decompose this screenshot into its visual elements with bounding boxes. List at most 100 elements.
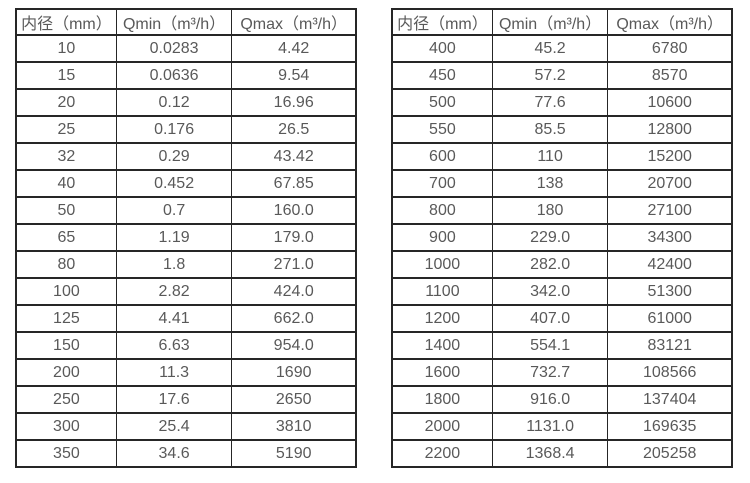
table-row: 150 6.63 954.0 <box>15 331 357 360</box>
table-row: 25 0.176 26.5 <box>15 115 357 144</box>
table-row: 600 110 15200 <box>391 142 733 171</box>
qmax-cell: 61000 <box>607 304 733 333</box>
qmin-cell: 0.29 <box>115 142 233 171</box>
diameter-cell: 1200 <box>391 304 493 333</box>
qmin-cell: 1131.0 <box>491 412 609 441</box>
qmin-cell: 25.4 <box>115 412 233 441</box>
table-row: 1800 916.0 137404 <box>391 385 733 414</box>
qmin-cell: 0.0636 <box>115 61 233 90</box>
qmax-cell: 6780 <box>607 34 733 63</box>
qmax-cell: 662.0 <box>231 304 357 333</box>
flow-spec-table-right: 内径（mm） Qmin（m³/h） Qmax（m³/h） 400 45.2 6780 450… <box>391 8 733 468</box>
table-row: 500 77.6 10600 <box>391 88 733 117</box>
diameter-column-header: 内径（mm） <box>391 8 493 36</box>
qmax-cell: 27100 <box>607 196 733 225</box>
qmax-cell: 4.42 <box>231 34 357 63</box>
diameter-cell: 100 <box>15 277 117 306</box>
diameter-cell: 40 <box>15 169 117 198</box>
qmax-cell: 42400 <box>607 250 733 279</box>
diameter-cell: 1000 <box>391 250 493 279</box>
qmin-cell: 0.176 <box>115 115 233 144</box>
header-row: 内径（mm） Qmin（m³/h） Qmax（m³/h） <box>391 8 733 36</box>
qmax-cell: 3810 <box>231 412 357 441</box>
table-row: 400 45.2 6780 <box>391 34 733 63</box>
qmax-cell: 9.54 <box>231 61 357 90</box>
qmax-cell: 83121 <box>607 331 733 360</box>
qmin-cell: 554.1 <box>491 331 609 360</box>
table-row: 50 0.7 160.0 <box>15 196 357 225</box>
qmax-cell: 205258 <box>607 439 733 468</box>
qmax-cell: 137404 <box>607 385 733 414</box>
qmin-cell: 6.63 <box>115 331 233 360</box>
qmax-cell: 20700 <box>607 169 733 198</box>
table-row: 1400 554.1 83121 <box>391 331 733 360</box>
qmin-cell: 229.0 <box>491 223 609 252</box>
header-row: 内径（mm） Qmin（m³/h） Qmax（m³/h） <box>15 8 357 36</box>
diameter-cell: 32 <box>15 142 117 171</box>
diameter-cell: 10 <box>15 34 117 63</box>
table-row: 15 0.0636 9.54 <box>15 61 357 90</box>
qmin-cell: 85.5 <box>491 115 609 144</box>
qmin-cell: 0.0283 <box>115 34 233 63</box>
table-row: 125 4.41 662.0 <box>15 304 357 333</box>
diameter-cell: 2000 <box>391 412 493 441</box>
table-row: 32 0.29 43.42 <box>15 142 357 171</box>
diameter-cell: 1600 <box>391 358 493 387</box>
table-row: 40 0.452 67.85 <box>15 169 357 198</box>
diameter-cell: 20 <box>15 88 117 117</box>
diameter-cell: 80 <box>15 250 117 279</box>
qmax-cell: 108566 <box>607 358 733 387</box>
qmin-cell: 407.0 <box>491 304 609 333</box>
qmin-cell: 1.19 <box>115 223 233 252</box>
qmax-cell: 5190 <box>231 439 357 468</box>
table-row: 65 1.19 179.0 <box>15 223 357 252</box>
qmax-cell: 2650 <box>231 385 357 414</box>
diameter-cell: 200 <box>15 358 117 387</box>
diameter-cell: 300 <box>15 412 117 441</box>
qmin-cell: 17.6 <box>115 385 233 414</box>
qmax-cell: 179.0 <box>231 223 357 252</box>
diameter-cell: 50 <box>15 196 117 225</box>
diameter-cell: 1100 <box>391 277 493 306</box>
qmax-cell: 34300 <box>607 223 733 252</box>
table-row: 1100 342.0 51300 <box>391 277 733 306</box>
qmax-cell: 10600 <box>607 88 733 117</box>
diameter-cell: 1400 <box>391 331 493 360</box>
diameter-cell: 400 <box>391 34 493 63</box>
table-row: 20 0.12 16.96 <box>15 88 357 117</box>
qmin-cell: 0.452 <box>115 169 233 198</box>
qmin-cell: 4.41 <box>115 304 233 333</box>
qmax-cell: 26.5 <box>231 115 357 144</box>
diameter-cell: 125 <box>15 304 117 333</box>
qmin-cell: 77.6 <box>491 88 609 117</box>
qmin-column-header: Qmin（m³/h） <box>491 8 609 36</box>
table-row: 100 2.82 424.0 <box>15 277 357 306</box>
qmin-cell: 0.7 <box>115 196 233 225</box>
diameter-column-header: 内径（mm） <box>15 8 117 36</box>
tables-container: 内径（mm） Qmin（m³/h） Qmax（m³/h） 10 0.0283 4.42 15… <box>15 8 733 468</box>
diameter-cell: 350 <box>15 439 117 468</box>
table-row: 1200 407.0 61000 <box>391 304 733 333</box>
diameter-cell: 800 <box>391 196 493 225</box>
diameter-cell: 700 <box>391 169 493 198</box>
qmax-cell: 169635 <box>607 412 733 441</box>
diameter-cell: 550 <box>391 115 493 144</box>
table-row: 250 17.6 2650 <box>15 385 357 414</box>
table-row: 2200 1368.4 205258 <box>391 439 733 468</box>
table-row: 900 229.0 34300 <box>391 223 733 252</box>
qmin-cell: 916.0 <box>491 385 609 414</box>
flow-spec-table-left: 内径（mm） Qmin（m³/h） Qmax（m³/h） 10 0.0283 4.42 15… <box>15 8 357 468</box>
diameter-cell: 250 <box>15 385 117 414</box>
qmin-cell: 2.82 <box>115 277 233 306</box>
diameter-cell: 25 <box>15 115 117 144</box>
qmin-cell: 45.2 <box>491 34 609 63</box>
qmax-column-header: Qmax（m³/h） <box>231 8 357 36</box>
diameter-cell: 900 <box>391 223 493 252</box>
diameter-cell: 150 <box>15 331 117 360</box>
table-row: 350 34.6 5190 <box>15 439 357 468</box>
qmin-cell: 110 <box>491 142 609 171</box>
qmin-cell: 282.0 <box>491 250 609 279</box>
qmax-cell: 15200 <box>607 142 733 171</box>
table-row: 10 0.0283 4.42 <box>15 34 357 63</box>
qmax-cell: 51300 <box>607 277 733 306</box>
